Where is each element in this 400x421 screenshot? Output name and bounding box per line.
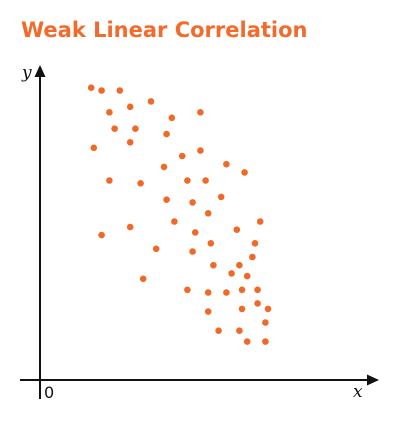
data-point-28 xyxy=(171,218,178,225)
x-axis-arrow xyxy=(367,374,379,386)
data-point-54 xyxy=(236,327,243,335)
data-point-23 xyxy=(217,193,225,201)
axes xyxy=(20,65,379,399)
data-point-26 xyxy=(204,210,212,217)
data-point-6 xyxy=(106,109,113,116)
data-point-34 xyxy=(251,240,259,247)
data-point-37 xyxy=(249,253,256,261)
data-point-24 xyxy=(163,196,170,203)
data-point-13 xyxy=(90,144,98,152)
chart-title: Weak Linear Correlation xyxy=(21,18,308,42)
data-point-17 xyxy=(223,160,230,168)
data-point-36 xyxy=(189,248,196,255)
data-point-50 xyxy=(204,308,212,315)
data-point-43 xyxy=(184,286,191,294)
data-point-3 xyxy=(116,87,124,94)
data-point-15 xyxy=(178,152,186,160)
data-point-55 xyxy=(243,338,251,345)
origin-label: 0 xyxy=(44,383,54,402)
data-point-56 xyxy=(262,338,269,345)
data-point-8 xyxy=(168,114,176,122)
data-point-44 xyxy=(204,289,212,296)
data-point-38 xyxy=(210,261,217,269)
data-point-11 xyxy=(163,130,170,138)
data-point-2 xyxy=(98,87,105,94)
data-point-14 xyxy=(197,147,204,154)
data-point-47 xyxy=(254,286,261,294)
data-point-41 xyxy=(139,275,147,283)
data-point-33 xyxy=(207,240,215,247)
data-point-10 xyxy=(132,125,139,132)
data-point-31 xyxy=(98,231,105,239)
data-point-35 xyxy=(152,245,160,253)
data-point-20 xyxy=(137,180,144,187)
data-point-39 xyxy=(236,261,243,269)
x-axis-label: x xyxy=(353,382,363,402)
data-point-5 xyxy=(126,103,134,111)
y-axis-label: y xyxy=(21,63,32,83)
data-point-19 xyxy=(106,177,113,184)
data-point-45 xyxy=(223,289,230,296)
data-point-46 xyxy=(238,286,246,294)
data-point-27 xyxy=(256,218,264,225)
data-point-18 xyxy=(241,169,248,176)
data-point-12 xyxy=(126,139,134,146)
data-point-48 xyxy=(254,300,261,307)
data-point-32 xyxy=(191,229,199,236)
data-point-4 xyxy=(147,98,155,105)
data-point-40 xyxy=(228,270,235,277)
data-points xyxy=(87,84,272,345)
data-point-29 xyxy=(126,223,134,231)
data-point-51 xyxy=(238,305,246,313)
y-axis-arrow xyxy=(34,65,46,77)
data-point-25 xyxy=(189,199,196,206)
data-point-9 xyxy=(111,125,118,132)
data-point-16 xyxy=(160,163,168,171)
data-point-42 xyxy=(243,272,251,280)
data-point-30 xyxy=(233,226,241,233)
data-point-7 xyxy=(197,109,204,116)
data-point-22 xyxy=(202,177,209,184)
data-point-52 xyxy=(262,319,269,326)
data-point-53 xyxy=(215,327,222,335)
data-point-1 xyxy=(87,84,95,91)
data-point-21 xyxy=(184,177,191,184)
data-point-49 xyxy=(264,305,272,313)
